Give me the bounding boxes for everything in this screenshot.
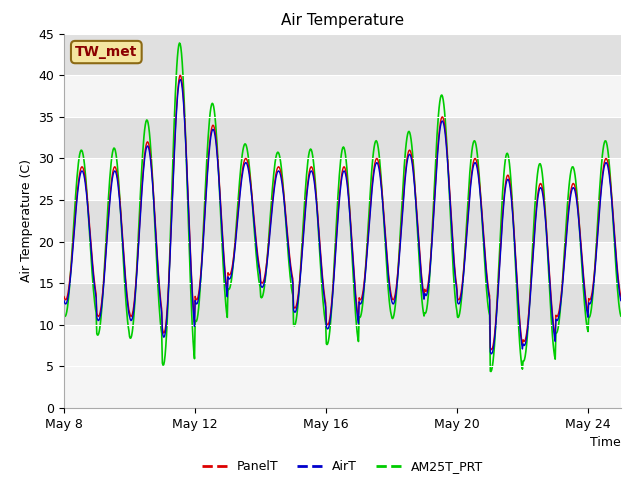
- AirT: [176, 76, 184, 82]
- AM25T_PRT: [175, 40, 183, 46]
- Line: AirT: AirT: [64, 79, 621, 354]
- Bar: [64, 117, 621, 158]
- Bar: [64, 34, 621, 75]
- PanelT: [349, 254, 357, 260]
- PanelT: [488, 347, 495, 352]
- AM25T_PRT: [124, 318, 131, 324]
- AirT: [135, 233, 143, 239]
- PanelT: [617, 293, 625, 299]
- PanelT: [135, 229, 143, 235]
- Legend: PanelT, AirT, AM25T_PRT: PanelT, AirT, AM25T_PRT: [196, 456, 488, 479]
- Y-axis label: Air Temperature (C): Air Temperature (C): [20, 159, 33, 282]
- AM25T_PRT: [135, 216, 143, 222]
- PanelT: [173, 101, 180, 107]
- AirT: [486, 349, 494, 355]
- PanelT: [124, 296, 131, 302]
- AirT: [349, 259, 357, 264]
- Line: AM25T_PRT: AM25T_PRT: [64, 43, 621, 372]
- AirT: [617, 298, 625, 303]
- AM25T_PRT: [60, 312, 68, 318]
- AM25T_PRT: [173, 64, 180, 70]
- Title: Air Temperature: Air Temperature: [281, 13, 404, 28]
- AirT: [173, 105, 180, 111]
- AM25T_PRT: [487, 369, 495, 374]
- Bar: [64, 283, 621, 325]
- AM25T_PRT: [486, 368, 494, 374]
- PanelT: [396, 240, 404, 245]
- AM25T_PRT: [396, 232, 404, 238]
- AirT: [60, 298, 68, 304]
- AM25T_PRT: [349, 269, 357, 275]
- AirT: [124, 300, 131, 306]
- AM25T_PRT: [617, 313, 625, 319]
- X-axis label: Time: Time: [590, 436, 621, 449]
- Bar: [64, 200, 621, 241]
- AirT: [488, 351, 495, 357]
- AirT: [396, 244, 404, 250]
- Line: PanelT: PanelT: [64, 75, 621, 349]
- PanelT: [486, 345, 494, 351]
- Text: TW_met: TW_met: [75, 45, 138, 59]
- PanelT: [176, 72, 184, 78]
- PanelT: [60, 294, 68, 300]
